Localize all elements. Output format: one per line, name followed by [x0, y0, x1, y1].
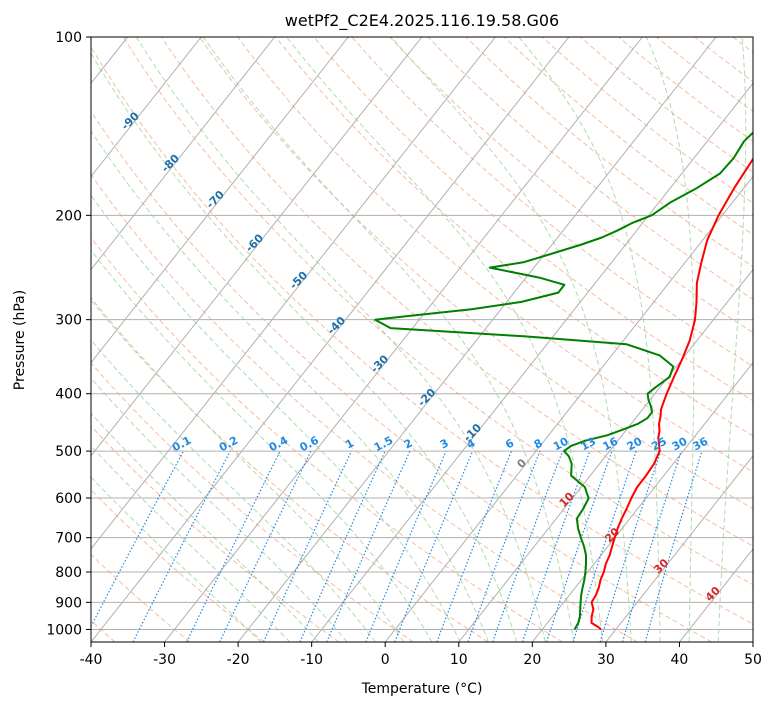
y-tick-label: 700	[55, 531, 82, 547]
x-tick-label: -30	[153, 652, 176, 668]
mixing-ratio-line	[219, 450, 312, 642]
mixing-ratio-label: 20	[625, 435, 645, 454]
dry-adiabat-line	[91, 46, 753, 625]
y-tick-label: 800	[55, 565, 82, 581]
y-tick-label: 300	[55, 313, 82, 329]
y-tick-label: 100	[55, 30, 82, 46]
isotherm-line	[91, 37, 423, 457]
dry-adiabat-line	[91, 236, 563, 642]
moist-adiabat-line	[91, 476, 262, 642]
isotherm-line	[384, 175, 753, 642]
dry-adiabat-line	[389, 37, 753, 334]
dewpoint-line	[374, 131, 753, 630]
dry-adiabat-line	[275, 37, 753, 437]
background-lines	[91, 37, 753, 642]
mixing-ratio-line	[132, 450, 231, 642]
x-tick-label: 10	[450, 652, 468, 668]
isotherm-line	[311, 82, 753, 642]
mixing-ratio-line	[599, 450, 662, 642]
chart-title: wetPf2_C2E4.2025.116.19.58.G06	[285, 11, 559, 31]
moist-adiabat-line	[91, 296, 405, 642]
mixing-ratio-line	[394, 450, 474, 642]
isotherm-line	[91, 37, 349, 364]
moist-adiabat-line	[91, 339, 376, 642]
moist-adiabat-line	[645, 37, 695, 642]
y-tick-label: 1000	[46, 622, 82, 638]
moist-adiabat-line	[91, 52, 518, 642]
mixing-ratio-line	[572, 450, 637, 642]
isotherm-line	[458, 268, 753, 642]
moist-adiabat-line	[518, 37, 661, 642]
moist-adiabat-line	[91, 445, 291, 642]
mixing-ratio-label: 16	[601, 435, 621, 454]
moist-adiabat-line	[91, 412, 319, 642]
y-tick-label: 400	[55, 387, 82, 403]
mixing-ratio-line	[521, 450, 591, 642]
y-tick-label: 500	[55, 444, 82, 460]
moist-adiabat-line	[91, 130, 489, 642]
mixing-ratio-line	[262, 450, 353, 642]
mixing-ratio-line	[326, 450, 411, 642]
mixing-ratio-line	[546, 450, 613, 642]
dry-adiabat-line	[427, 37, 753, 300]
x-tick-label: 40	[671, 652, 689, 668]
dry-adiabat-line	[91, 489, 265, 642]
plot-frame	[90, 36, 754, 643]
moist-adiabat-line	[135, 37, 546, 642]
isotherm-line	[91, 37, 276, 271]
x-axis-label: Temperature (°C)	[361, 681, 483, 697]
isotherm-line	[91, 37, 496, 550]
mixing-ratio-line	[299, 450, 386, 642]
mixing-ratio-label: 10	[551, 435, 571, 454]
mixing-ratio-label: 30	[670, 435, 690, 454]
dry-adiabat-line	[199, 37, 753, 510]
moist-adiabat-line	[91, 194, 461, 642]
x-tick-label: 0	[381, 652, 390, 668]
mixing-ratio-line	[467, 450, 541, 642]
y-tick-label: 200	[55, 208, 82, 224]
y-tick-label: 600	[55, 491, 82, 507]
isotherm-line	[91, 37, 202, 178]
y-tick-label: 900	[55, 595, 82, 611]
mixing-ratio-label: 36	[691, 435, 711, 454]
isotherm-line	[605, 454, 753, 642]
dry-adiabat-line	[91, 173, 638, 642]
temperature-line	[590, 157, 753, 631]
y-axis-label: Pressure (hPa)	[12, 290, 28, 390]
x-tick-label: -40	[80, 652, 103, 668]
x-tick-label: 30	[597, 652, 615, 668]
isotherm-line	[91, 37, 570, 642]
moist-adiabat-line	[91, 377, 348, 642]
dry-adiabat-line	[91, 110, 713, 642]
dry-adiabat-line	[91, 425, 340, 642]
dry-adiabat-line	[91, 299, 489, 642]
mixing-ratio-line	[644, 450, 703, 642]
moist-adiabat-line	[390, 37, 632, 642]
mixing-ratio-line	[365, 450, 447, 642]
x-tick-label: 50	[744, 652, 762, 668]
dry-adiabat-line	[313, 37, 753, 402]
moist-adiabat-line	[91, 249, 433, 642]
x-tick-label: 20	[523, 652, 541, 668]
mixing-ratio-line	[91, 450, 184, 628]
moist-adiabat-line	[717, 37, 747, 642]
x-tick-label: -10	[300, 652, 323, 668]
moist-adiabat-line	[286, 37, 603, 642]
isotherm-line	[164, 37, 643, 642]
x-tick-label: -20	[227, 652, 250, 668]
moist-adiabat-line	[202, 37, 575, 642]
mixing-ratio-line	[622, 450, 682, 642]
mixing-ratio-label: 13	[578, 435, 598, 454]
isotherm-line	[237, 37, 717, 642]
mixing-ratio-label: 25	[649, 435, 669, 454]
series-layer	[374, 131, 753, 631]
axis-ticks: -40 -30 -20 -10 0 10 20 30 40 50 100 200 300 400 500 60…	[46, 30, 762, 668]
dry-adiabat-line	[91, 553, 191, 642]
isotherm-line	[531, 361, 753, 642]
mixing-ratio-line	[436, 450, 512, 642]
mixing-ratio-line	[492, 450, 564, 642]
